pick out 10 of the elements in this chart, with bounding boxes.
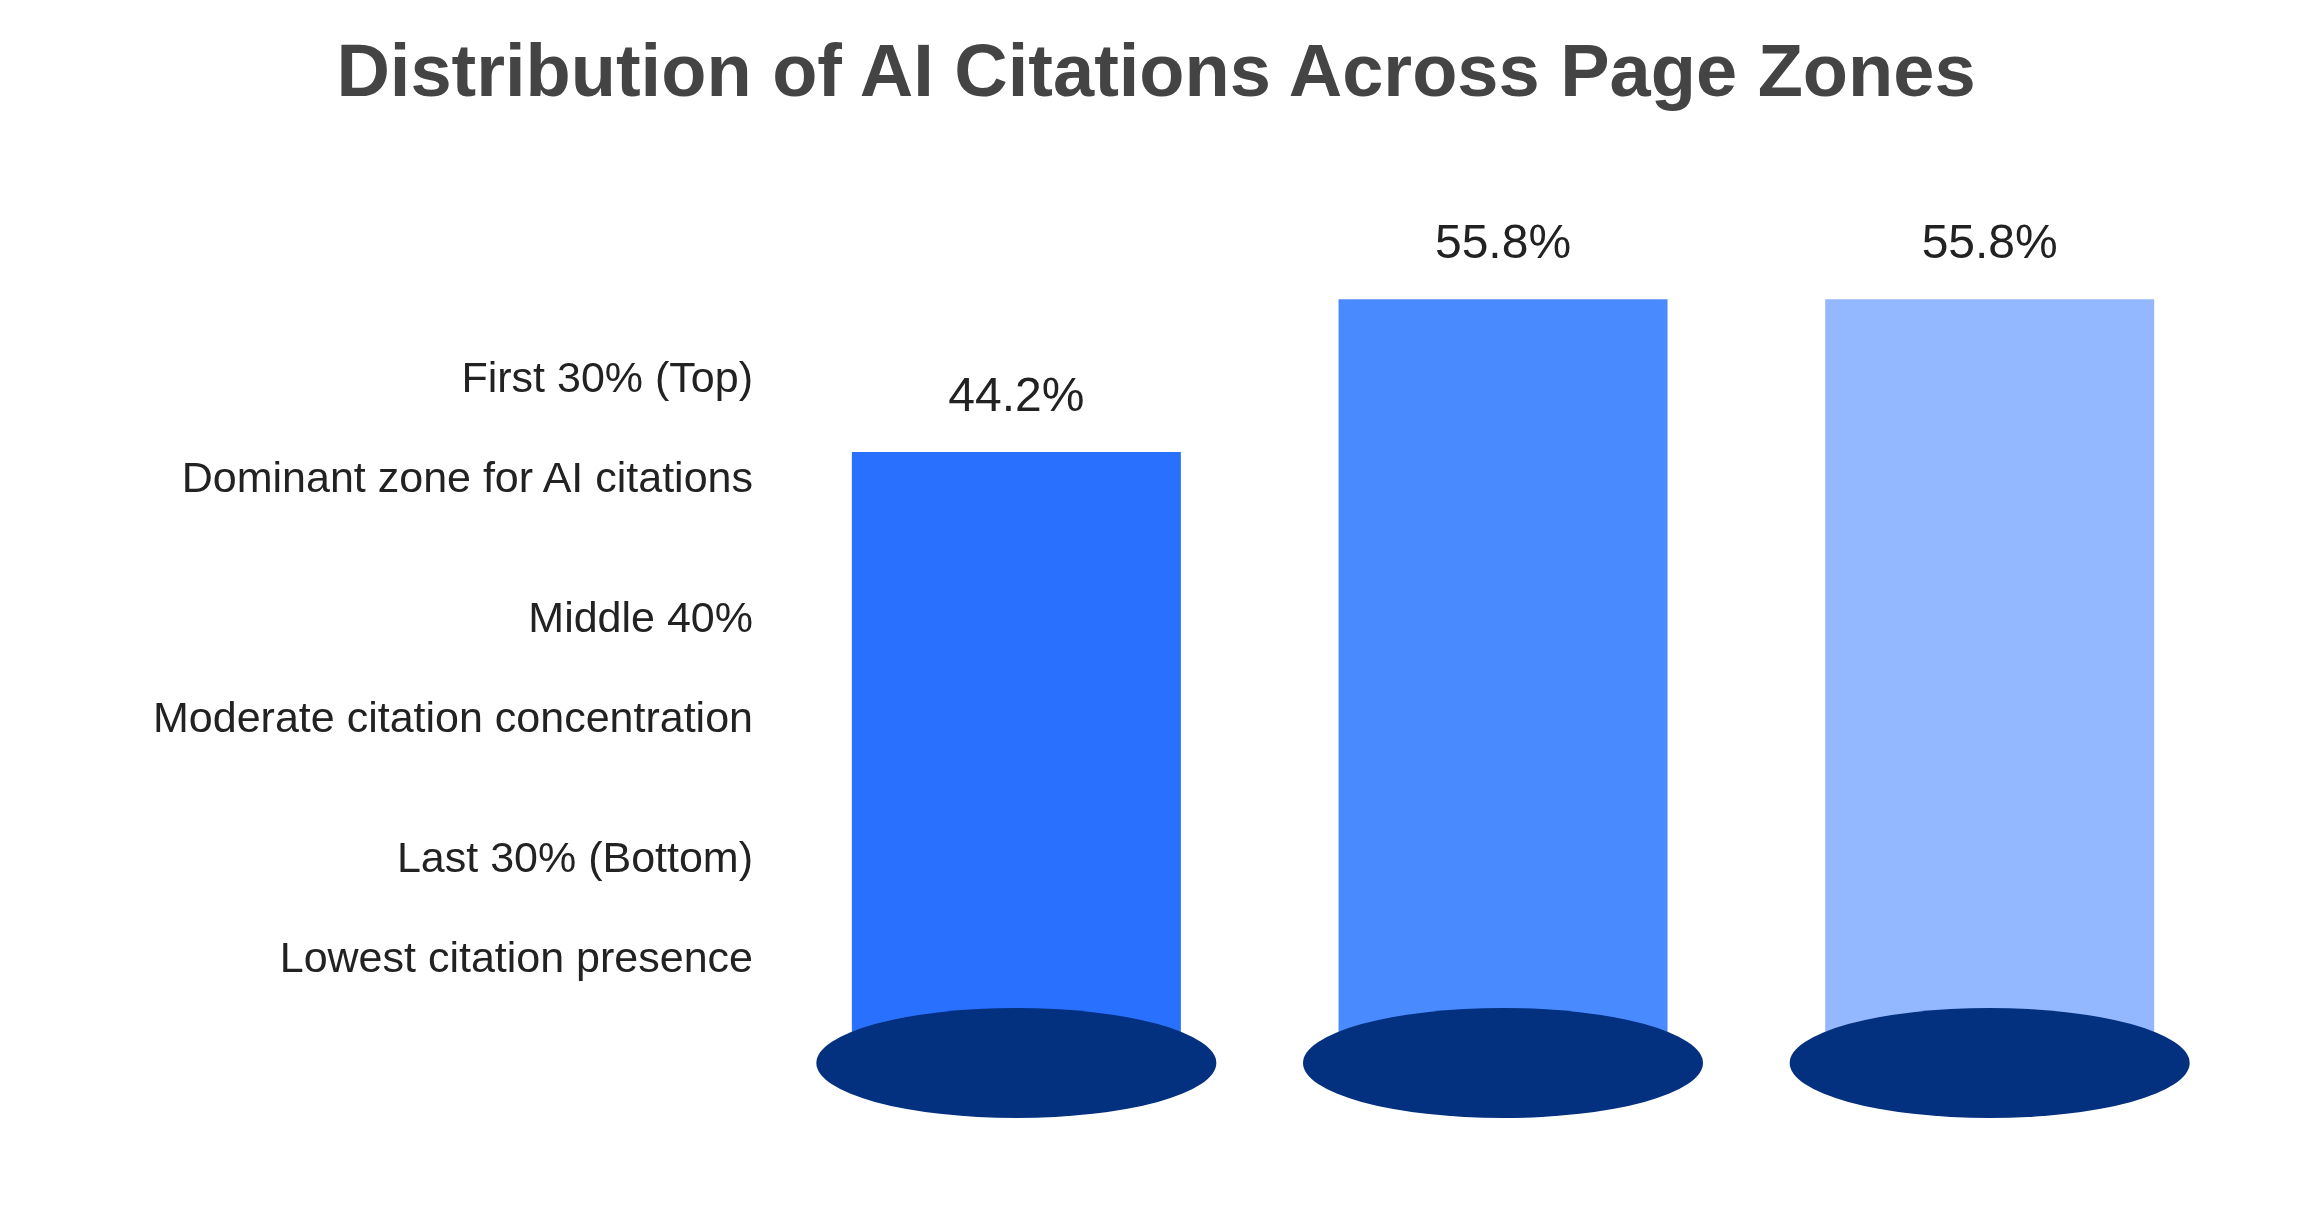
data-label: 55.8% (1434, 215, 1572, 269)
text: Dominant zone for AI citations (180, 453, 753, 503)
text: Lowest citation presence (278, 933, 753, 983)
text: Last 30% (Bottom) (395, 833, 753, 883)
text: Moderate citation concentration (152, 693, 753, 743)
text: First 30% (Top) (460, 353, 753, 403)
data-label: 55.8% (1921, 215, 2058, 269)
chart-title: Distribution of AI Citations Across Page Zones (335, 28, 1977, 113)
data-label: 44.2% (948, 368, 1085, 422)
text: Middle 40% (527, 593, 753, 643)
